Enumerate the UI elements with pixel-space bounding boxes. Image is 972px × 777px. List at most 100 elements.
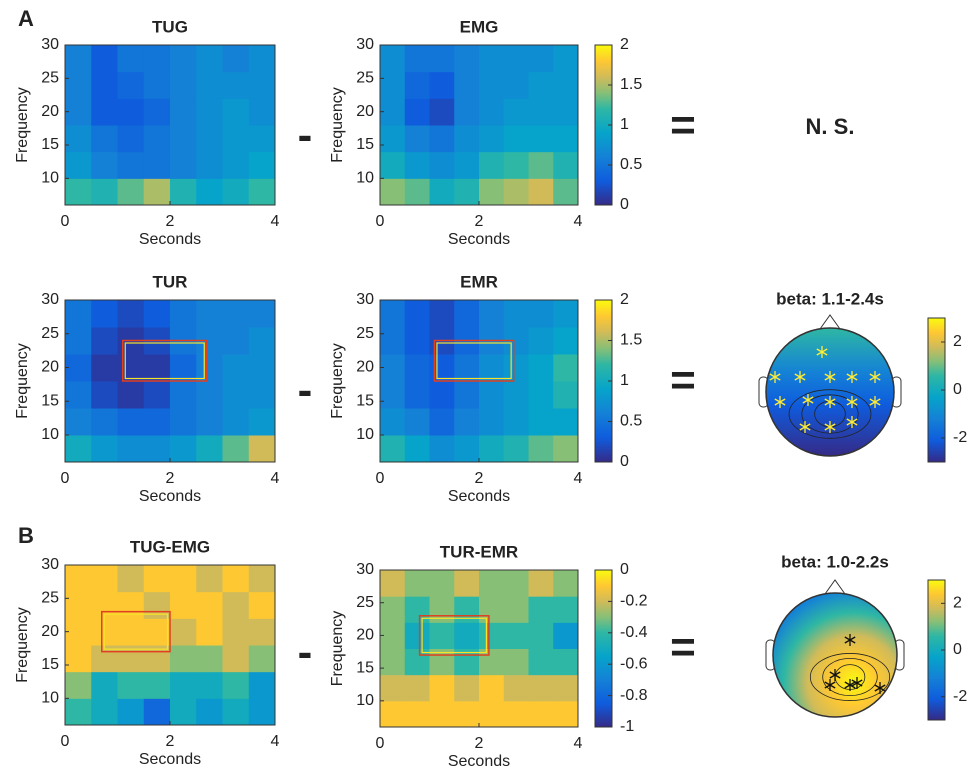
heatmap-cell — [528, 435, 554, 463]
heatmap-cell — [196, 565, 223, 593]
colorbar-tick-label: 0 — [620, 561, 629, 578]
heatmap-cell — [503, 700, 529, 728]
y-tick-label: 10 — [41, 170, 59, 187]
x-axis-label: Seconds — [139, 488, 201, 505]
heatmap-cell — [65, 151, 92, 179]
heatmap-cell — [170, 151, 197, 179]
heatmap-cell — [553, 674, 579, 702]
heatmap-cell — [222, 71, 250, 99]
heatmap-cell — [454, 354, 480, 382]
heatmap-cell — [528, 622, 554, 649]
heatmap-cell — [143, 125, 171, 153]
heatmap-cell — [380, 700, 406, 728]
electrode-marker — [769, 373, 781, 381]
heatmap-cell — [143, 565, 171, 593]
scalp-map — [765, 327, 895, 457]
title: EMG — [460, 17, 499, 36]
heatmap-cell — [143, 381, 171, 409]
heatmap-cell — [91, 71, 118, 99]
heatmap-cell — [65, 125, 92, 153]
heatmap-cell — [222, 671, 250, 699]
colorbar-tick-label: -0.4 — [620, 624, 648, 641]
heatmap-cell — [404, 151, 430, 179]
heatmap-cell — [454, 435, 480, 463]
heatmap-cell — [248, 408, 276, 436]
heatmap-cell — [503, 151, 529, 179]
heatmap-cell — [404, 700, 430, 728]
heatmap-cell — [380, 435, 406, 463]
y-tick-label: 10 — [356, 170, 374, 187]
heatmap-cell — [404, 178, 430, 206]
heatmap-cell — [117, 408, 145, 436]
heatmap-cell — [479, 408, 505, 436]
electrode-marker — [844, 636, 856, 644]
heatmap-cell — [222, 98, 250, 126]
y-tick-label: 30 — [356, 36, 374, 53]
colorbar-tick-label: 0.5 — [620, 413, 642, 430]
heatmap-cell — [454, 98, 480, 126]
electrode-marker — [799, 423, 811, 431]
x-tick-label: 4 — [574, 735, 583, 752]
heatmap-cell — [117, 618, 145, 646]
heatmap-cell — [404, 435, 430, 463]
heatmap-cell — [143, 98, 171, 126]
heatmap-cell — [479, 700, 505, 728]
heatmap-cell — [553, 435, 579, 463]
colorbar-tick-label: 0 — [620, 453, 629, 470]
heatmap-cell — [380, 648, 406, 676]
heatmap-cell — [65, 698, 92, 726]
heatmap-cell — [91, 698, 118, 726]
contour — [788, 389, 872, 439]
heatmap-cell — [380, 408, 406, 436]
heatmap-cell — [91, 300, 118, 328]
roi-box — [122, 339, 208, 382]
heatmap-cell — [404, 674, 430, 702]
colorbar-tick-label: 1 — [620, 372, 629, 389]
heatmap-cell — [248, 125, 276, 153]
y-tick-label: 20 — [356, 103, 374, 120]
y-tick-label: 15 — [41, 136, 59, 153]
heatmap-cell — [248, 435, 276, 463]
heatmap-cell — [170, 45, 197, 73]
heatmap-cell — [429, 45, 455, 73]
heatmap-cell — [429, 408, 455, 436]
operator: = — [670, 623, 696, 672]
colorbar-tick-label: 2 — [953, 595, 962, 612]
x-tick-label: 2 — [475, 470, 484, 487]
nose — [824, 579, 846, 595]
y-axis-label: Frequency — [329, 611, 346, 687]
heatmap-cell — [454, 408, 480, 436]
heatmap-cell — [528, 98, 554, 126]
heatmap-cell — [503, 648, 529, 676]
heatmap-cell — [553, 98, 579, 126]
colorbar-tick-label: 0 — [620, 196, 629, 213]
x-axis-label: Seconds — [448, 231, 510, 248]
heatmap-cell — [65, 178, 92, 206]
heatmap-cell — [553, 570, 579, 597]
heatmap-cell — [479, 151, 505, 179]
title: TUG-EMG — [130, 537, 210, 556]
electrode-marker — [846, 398, 858, 406]
heatmap-cell — [196, 698, 223, 726]
x-tick-label: 0 — [61, 470, 70, 487]
heatmap-cell — [91, 565, 118, 593]
electrode-marker — [874, 684, 886, 692]
heatmap-cell — [65, 98, 92, 126]
heatmap-cell — [479, 570, 505, 597]
heatmap-cell — [380, 45, 406, 73]
heatmap-cell — [65, 618, 92, 646]
heatmap-cell — [65, 381, 92, 409]
heatmap-cell — [479, 354, 505, 382]
heatmap-cell — [528, 300, 554, 328]
heatmap-cell — [117, 671, 145, 699]
heatmap-cell — [222, 45, 250, 73]
heatmap-cell — [404, 408, 430, 436]
heatmap-cell — [429, 674, 455, 702]
colorbar-tick-label: -0.8 — [620, 687, 648, 704]
heatmap-cell — [91, 327, 118, 355]
colorbar-tick-label: 2 — [620, 291, 629, 308]
heatmap-cell — [553, 648, 579, 676]
nose — [819, 314, 841, 330]
heatmap-cell — [528, 700, 554, 728]
heatmap-cell — [528, 178, 554, 206]
